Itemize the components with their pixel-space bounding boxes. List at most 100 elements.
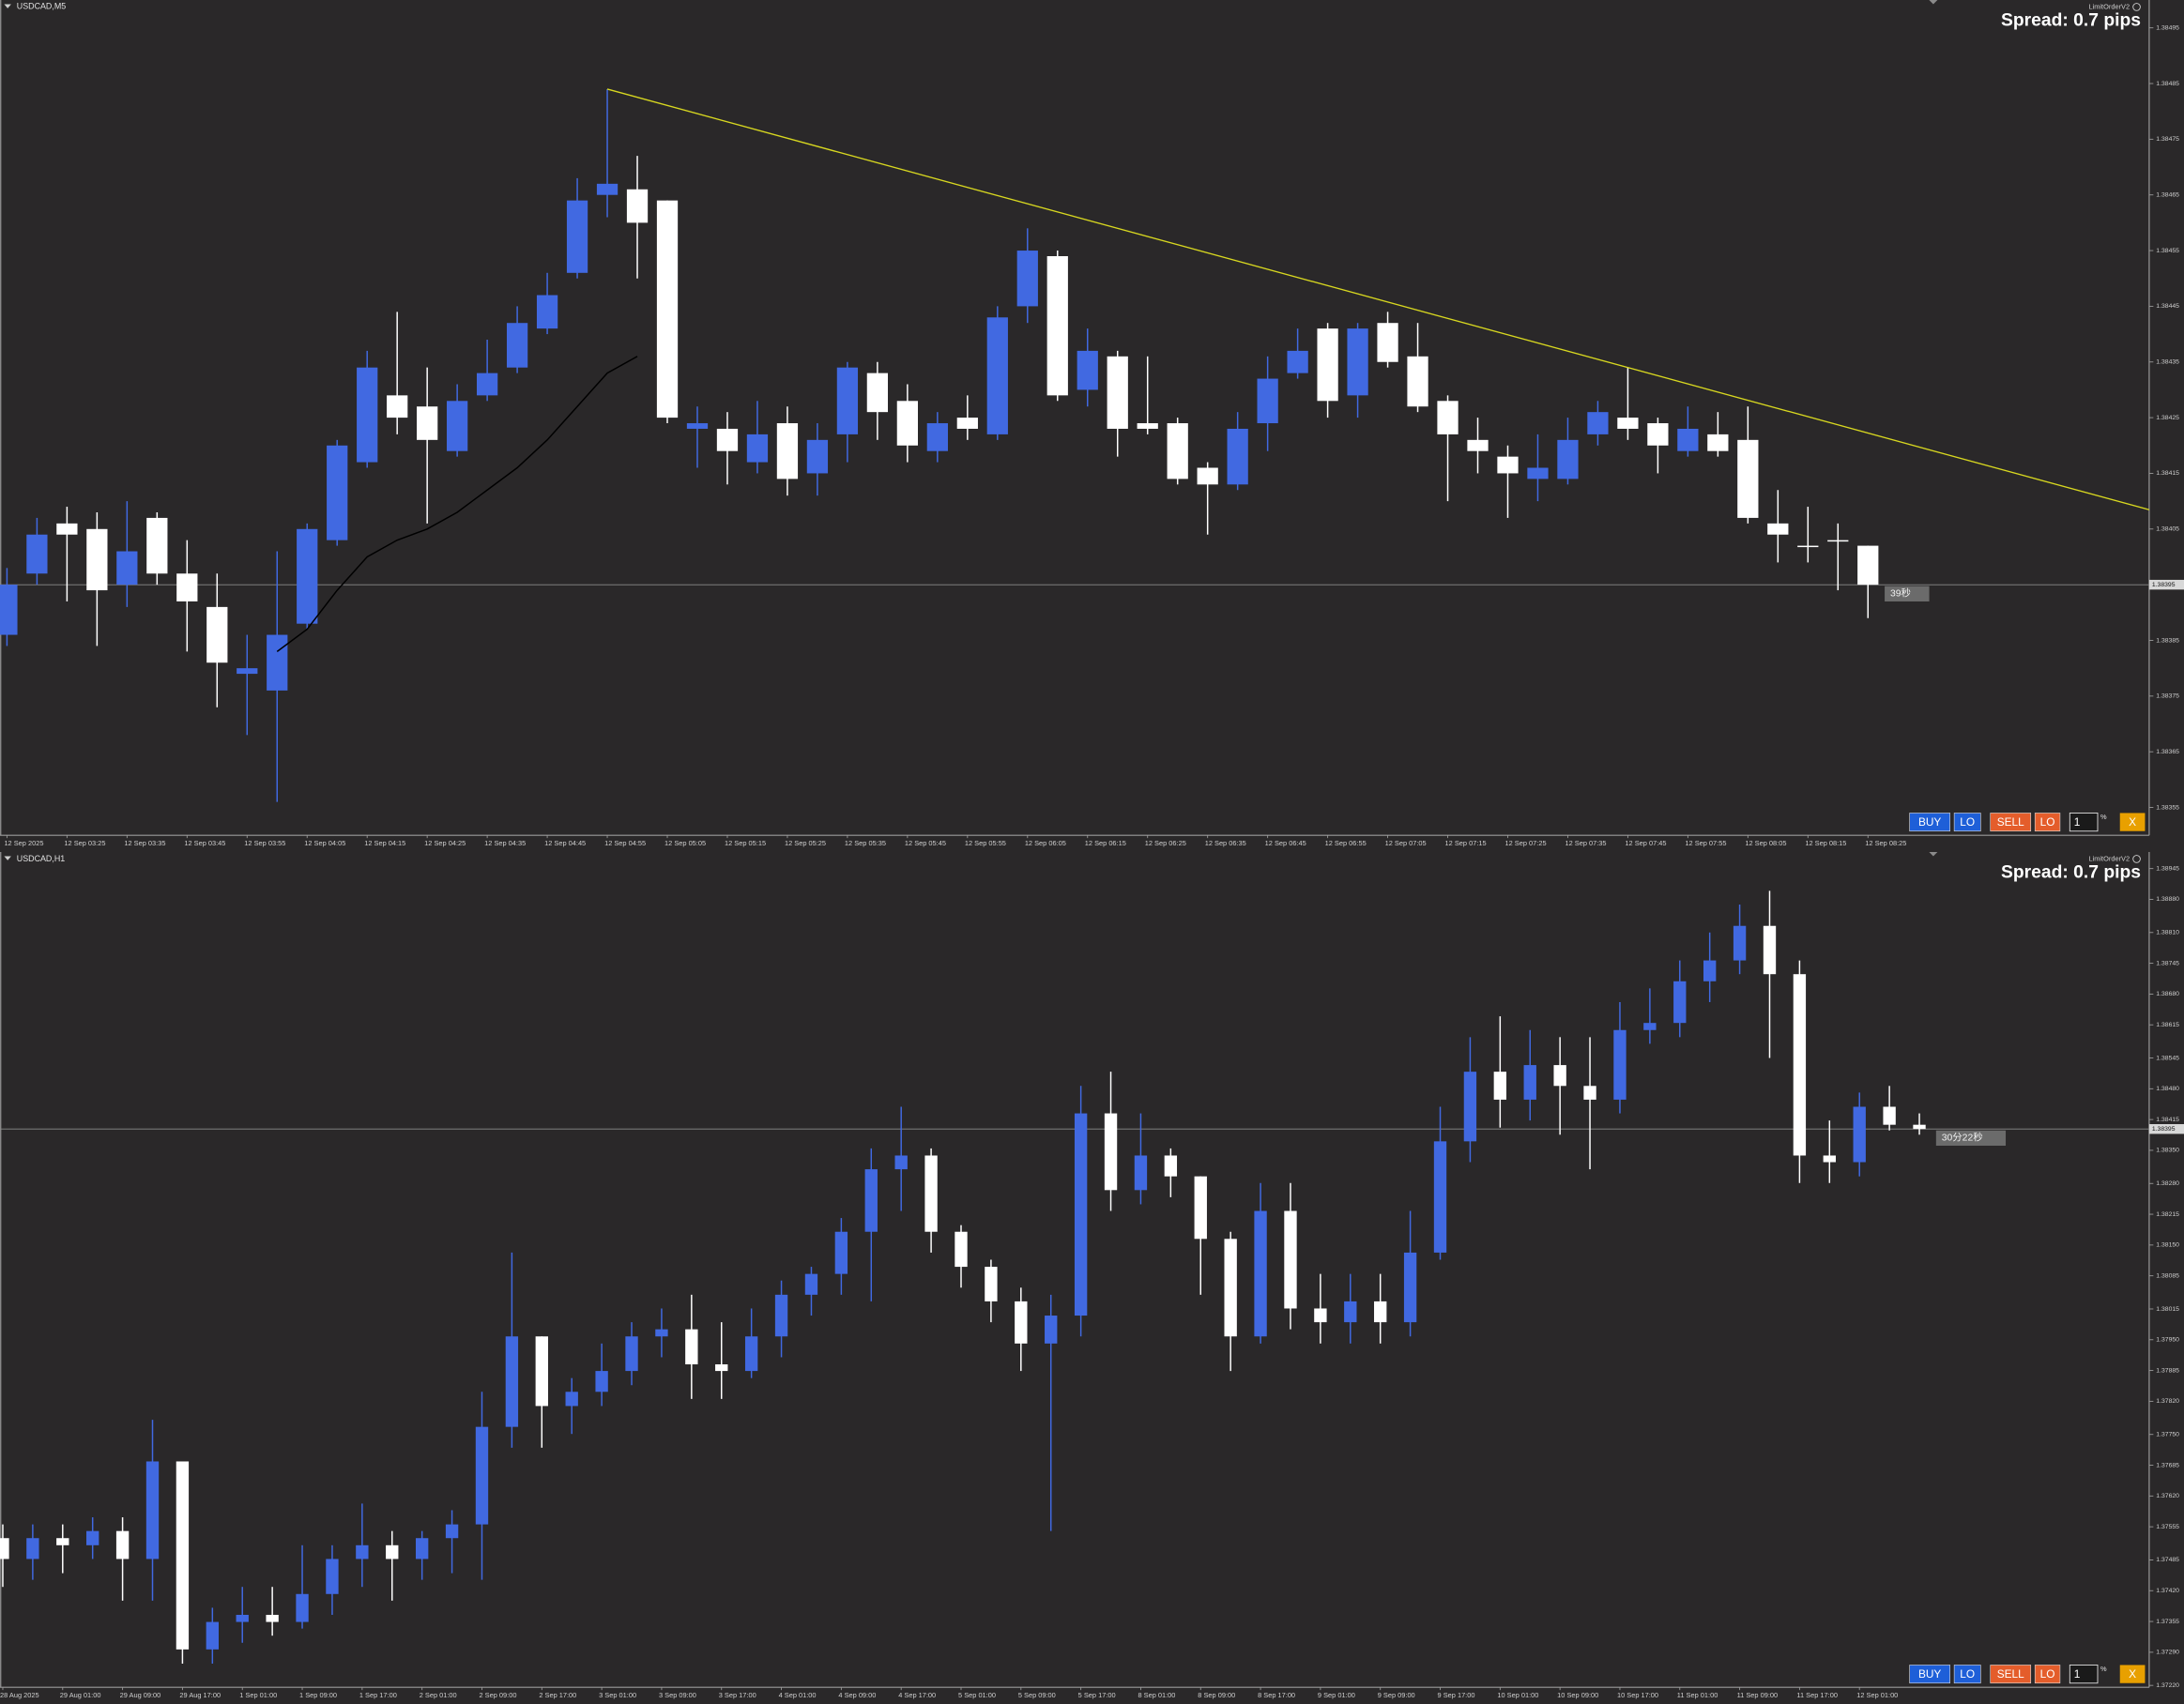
lot-input[interactable] (2069, 813, 2099, 832)
x-tick-label: 12 Sep 05:55 (965, 839, 1006, 847)
current-price-label: 1.38395 (2152, 1126, 2176, 1133)
candle-body (1314, 1308, 1327, 1323)
x-tick-label: 2 Sep 01:00 (420, 1691, 457, 1699)
menu-arrow (4, 4, 11, 8)
trade-button[interactable] (1909, 813, 1950, 832)
candle-body (86, 1530, 99, 1545)
y-tick-label: 1.38475 (2156, 136, 2179, 143)
candle-body (1527, 467, 1549, 479)
candle-body (1254, 1210, 1267, 1337)
y-tick-label: 1.38485 (2156, 81, 2179, 87)
x-tick-label: 29 Aug 09:00 (120, 1691, 161, 1699)
candle-body (1707, 434, 1729, 451)
lot-value[interactable]: 1 (2074, 815, 2081, 829)
x-tick-label: 12 Sep 08:05 (1745, 839, 1786, 847)
candle-body (804, 1273, 818, 1295)
candle-body (206, 606, 228, 663)
candle-body (955, 1231, 968, 1268)
candle-body (1737, 439, 1759, 518)
y-tick-label: 1.38945 (2156, 865, 2179, 872)
candle-body (1797, 545, 1819, 548)
chart-pane: 1.38495 1.38485 1.38475 1.38465 1.38455 1.384… (0, 0, 2184, 847)
y-tick-label: 1.38280 (2156, 1180, 2179, 1187)
candle-body (1107, 356, 1128, 429)
lot-unit: % (2100, 813, 2107, 821)
candle-body (1677, 428, 1699, 451)
y-tick-label: 1.38385 (2156, 637, 2179, 644)
candle-body (834, 1231, 848, 1274)
x-tick-label: 3 Sep 01:00 (599, 1691, 636, 1699)
close-button-label[interactable]: X (2129, 815, 2136, 829)
trade-button-label[interactable]: LO (1960, 815, 1975, 829)
x-tick-label: 12 Sep 05:35 (845, 839, 886, 847)
current-price-label: 1.38395 (2152, 582, 2176, 588)
trade-button[interactable] (1990, 1665, 2032, 1684)
x-tick-label: 4 Sep 17:00 (898, 1691, 936, 1699)
x-tick-label: 9 Sep 09:00 (1378, 1691, 1415, 1699)
candle-body (116, 551, 138, 586)
candle-body (1134, 1155, 1148, 1191)
current-price-tag (2148, 1124, 2184, 1134)
candle-body (387, 395, 408, 418)
trade-button[interactable] (2034, 813, 2061, 832)
trade-button[interactable] (1953, 1665, 1981, 1684)
x-tick-label: 12 Sep 01:00 (1856, 1691, 1898, 1699)
candle-body (1647, 423, 1669, 446)
candle-body (926, 423, 948, 451)
trade-button[interactable] (1909, 1665, 1950, 1684)
x-tick-label: 12 Sep 07:35 (1565, 839, 1606, 847)
x-tick-label: 12 Sep 08:15 (1805, 839, 1846, 847)
lot-value[interactable]: 1 (2074, 1667, 2081, 1681)
chart-pane: 1.38945 1.38880 1.38810 1.38745 1.38680 1.386… (0, 852, 2184, 1699)
countdown-tag (1927, 1130, 2007, 1147)
candle-body (1197, 467, 1218, 485)
x-tick-label: 12 Sep 08:25 (1865, 839, 1906, 847)
trade-button[interactable] (1953, 813, 1981, 832)
close-button-label[interactable]: X (2129, 1667, 2136, 1681)
candle-body (776, 423, 799, 479)
y-tick-label: 1.37820 (2156, 1398, 2179, 1405)
x-tick-label: 12 Sep 04:05 (304, 839, 345, 847)
trade-button-label[interactable]: LO (1960, 1667, 1975, 1681)
candle-body (1377, 323, 1398, 362)
lot-input[interactable] (2069, 1665, 2099, 1684)
trade-button-label[interactable]: SELL (1997, 1667, 2024, 1681)
candle-body (326, 1559, 339, 1594)
candle-body (145, 1461, 160, 1559)
y-tick-label: 1.38495 (2156, 24, 2179, 31)
indicator-name: LimitOrderV2 (2088, 854, 2130, 862)
candle-body (1317, 328, 1338, 402)
candle-body (505, 1336, 519, 1427)
trade-button[interactable] (1990, 813, 2032, 832)
y-tick-label: 1.38480 (2156, 1086, 2179, 1092)
x-tick-label: 5 Sep 17:00 (1078, 1691, 1116, 1699)
trade-button-label[interactable]: SELL (1997, 815, 2024, 829)
candle-body (535, 1336, 548, 1407)
y-tick-label: 1.38415 (2156, 470, 2179, 477)
candle-body (596, 183, 619, 195)
trade-button-label[interactable]: BUY (1918, 1667, 1941, 1681)
y-tick-label: 1.38545 (2156, 1055, 2179, 1061)
y-tick-label: 1.38085 (2156, 1272, 2179, 1279)
candle-body (686, 423, 709, 429)
candle-body (1437, 401, 1459, 434)
trade-button-label[interactable]: BUY (1918, 815, 1941, 829)
y-tick-label: 1.38745 (2156, 960, 2179, 966)
candle-body (685, 1329, 698, 1365)
candle-body (56, 1538, 69, 1545)
candle-body (595, 1371, 608, 1392)
x-tick-label: 12 Sep 03:35 (124, 839, 165, 847)
y-tick-label: 1.38215 (2156, 1211, 2179, 1218)
candle-body (1523, 1065, 1536, 1100)
countdown-text: 39秒 (1890, 587, 1911, 600)
candle-body (536, 295, 558, 329)
close-button[interactable] (2119, 813, 2146, 831)
trade-button-label[interactable]: LO (2040, 815, 2055, 829)
x-tick-label: 12 Sep 07:15 (1445, 839, 1487, 847)
trade-button-label[interactable]: LO (2040, 1667, 2055, 1681)
trade-button[interactable] (2034, 1665, 2061, 1684)
x-tick-label: 12 Sep 05:15 (725, 839, 766, 847)
close-button[interactable] (2119, 1665, 2146, 1683)
x-tick-label: 12 Sep 06:05 (1025, 839, 1066, 847)
